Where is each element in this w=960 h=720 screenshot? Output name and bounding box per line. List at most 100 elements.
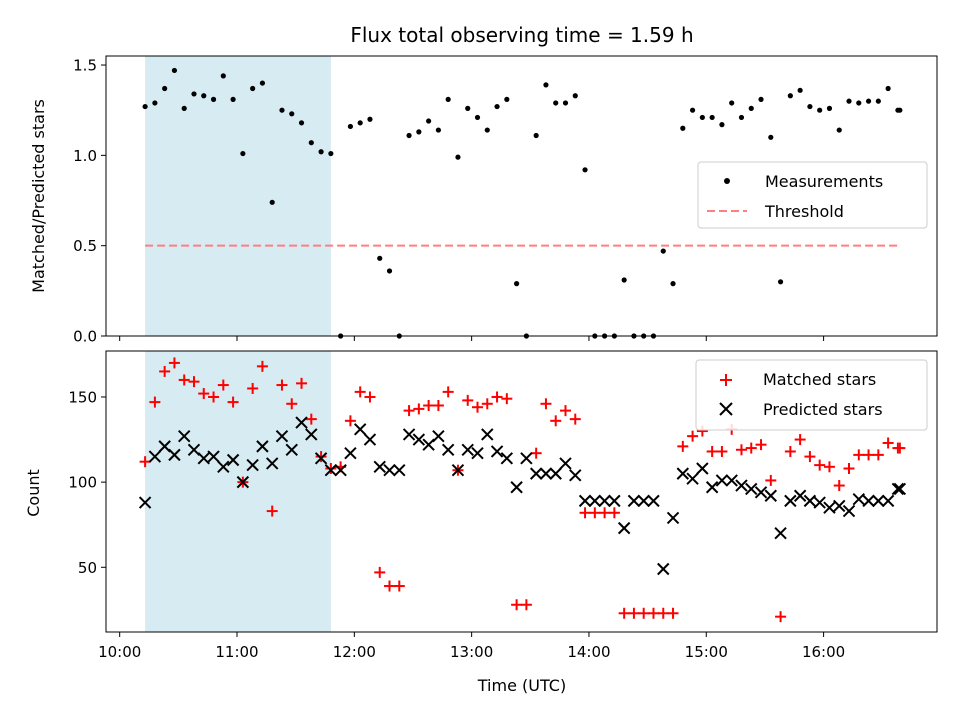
predicted-star-point [217,460,230,474]
measurement-point [191,91,197,97]
predicted-star-stroke [481,428,494,441]
bottom-x-ticks: 10:00 11:00 12:00 13:00 14:00 15:00 16:00 [98,632,845,661]
measurement-point [836,127,842,133]
matched-star-point [814,459,826,471]
matched-star-point [159,365,171,377]
predicted-star-point [226,453,240,467]
predicted-star-point [637,494,650,508]
matched-star-point [247,382,259,394]
legend-measurements-marker [724,178,730,184]
measurement-point [807,103,813,110]
matched-star-point [266,505,278,517]
matched-star-point [667,607,679,619]
matched-star-point [872,449,884,461]
predicted-star-point [520,452,533,465]
bottom-legend: Matched stars Predicted stars [695,359,928,431]
measurement-point [504,96,510,102]
measurement-point [689,107,696,113]
predicted-star-point [324,464,338,477]
predicted-star-stroke [559,457,572,470]
y-tick-label: 0.0 [73,328,97,346]
matched-star-point [139,456,151,468]
measurement-point [162,85,168,92]
measurement-point [748,105,754,111]
matched-star-point [559,405,571,417]
predicted-star-stroke [187,443,201,456]
predicted-star-stroke [520,452,533,465]
predicted-star-point [383,464,396,477]
legend-predicted-label: Predicted stars [763,400,883,419]
matched-star-point [462,394,474,406]
predicted-star-point [265,457,279,470]
measurement-point [797,87,803,93]
predicted-star-stroke [197,452,210,465]
matched-star-point [735,444,747,456]
predicted-star-point [549,467,562,480]
predicted-star-stroke [500,452,514,465]
matched-star-point [296,377,308,389]
measurement-point [817,107,823,113]
matched-star-point [823,461,835,473]
predicted-star-stroke [265,457,279,470]
predicted-star-stroke [226,453,240,467]
predicted-star-point [138,496,152,509]
predicted-star-stroke [461,443,474,456]
matched-star-point [432,399,444,411]
measurement-point [269,199,275,205]
predicted-star-point [881,494,895,508]
predicted-star-point [207,450,220,463]
x-tick-label: 11:00 [215,643,258,661]
predicted-star-stroke [823,501,836,514]
top-legend-box [697,161,928,229]
predicted-star-point [764,489,778,502]
matched-star-point [276,379,288,391]
measurement-point [259,80,266,86]
predicted-star-point [314,452,328,465]
predicted-star-stroke [637,494,650,508]
predicted-star-point [872,494,885,508]
matched-star-point [188,376,200,388]
matched-star-point [863,449,875,461]
matched-star-point [442,386,454,398]
predicted-star-stroke [373,460,386,474]
measurement-point [220,73,226,79]
predicted-star-point [412,433,426,446]
predicted-star-point [893,482,907,496]
predicted-star-point [432,429,445,443]
measurement-point [572,93,578,99]
matched-star-point [784,445,796,457]
matched-star-point [325,463,337,475]
predicted-star-point [676,467,690,480]
predicted-star-stroke [314,452,328,465]
y-tick-label: 50 [78,559,97,577]
predicted-star-point [578,494,592,508]
predicted-star-stroke [715,474,729,487]
predicted-star-stroke [246,458,259,472]
predicted-star-point [334,464,347,477]
measurement-point [514,281,520,287]
bottom-axes-frame [105,350,938,633]
measurement-point [152,100,158,106]
predicted-star-stroke [598,494,611,508]
y-tick-label: 150 [68,388,97,406]
predicted-star-point [627,494,641,508]
predicted-star-point [461,443,474,456]
predicted-star-point [647,494,660,508]
matched-star-point [716,445,728,457]
measurement-point [279,107,285,113]
measurement-point [426,118,432,124]
bottom-y-ticks: 50 100 150 [68,388,106,577]
matched-star-point [550,415,562,427]
predicted-star-point [393,464,406,477]
predicted-star-stroke [842,504,856,518]
predicted-star-stroke [725,474,738,487]
predicted-star-stroke [539,467,553,480]
predicted-star-stroke [764,489,778,502]
predicted-star-stroke [893,482,907,496]
predicted-star-stroke [402,428,416,441]
predicted-star-stroke [793,489,807,502]
measurement-point [240,150,246,157]
measurement-point [670,281,676,287]
predicted-star-stroke [608,494,621,508]
